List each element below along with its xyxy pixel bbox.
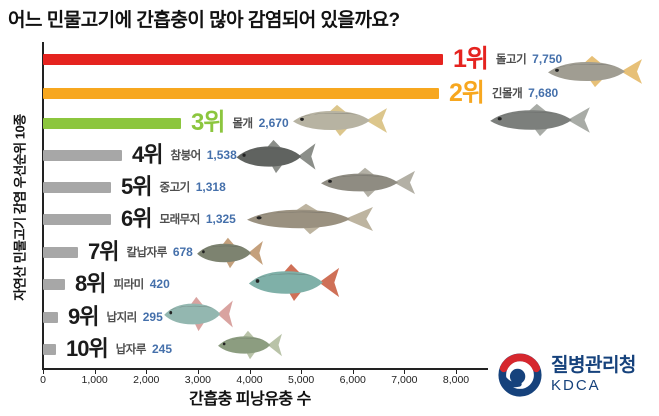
fish-photo-rank-5: [318, 167, 418, 198]
fish-photo-rank-9: [162, 296, 235, 332]
fish-value-5: 1,318: [195, 180, 226, 194]
rank-row-7: 7위 칼납자루 678: [43, 238, 193, 266]
fish-illustration-icon: [247, 203, 373, 235]
x-tick-mark: [249, 370, 251, 374]
x-tick-label: 8,000: [442, 374, 470, 386]
bar-rank-7: [43, 246, 78, 258]
bar-rank-9: [43, 311, 58, 323]
x-tick-label: 3,000: [184, 374, 212, 386]
fish-illustration-icon: [236, 139, 316, 174]
bar-rank-3: [43, 117, 181, 129]
rank-7-label: 7위: [88, 239, 120, 264]
rank-row-8: 8위 피라미 420: [43, 270, 170, 298]
fish-value-6: 1,325: [205, 212, 236, 226]
fish-name-4: 참붕어: [170, 150, 201, 162]
fish-value-3: 2,670: [258, 116, 289, 130]
kdca-abbr: KDCA: [551, 376, 601, 394]
rank-row-4: 4위 참붕어 1,538: [43, 141, 237, 169]
x-tick-label: 5,000: [287, 374, 315, 386]
rank-8-label: 8위: [75, 271, 107, 296]
kdca-agency-name: 질병관리청: [551, 354, 636, 376]
rank-9-label: 9위: [68, 304, 100, 329]
rank-10-label: 10위: [66, 336, 109, 361]
rank-6-label: 6위: [121, 206, 153, 231]
bar-rank-2: [43, 87, 439, 99]
rank-row-3: 3위 몰개 2,670: [43, 109, 289, 137]
x-tick-label: 4,000: [236, 374, 263, 386]
fish-value-7: 678: [172, 245, 193, 259]
fish-photo-rank-6: [243, 203, 377, 235]
rank-row-9: 9위 납지리 295: [43, 303, 163, 331]
fish-illustration-icon: [197, 237, 263, 269]
fish-illustration-icon: [548, 55, 642, 88]
fish-name-9: 납지리: [106, 312, 137, 324]
rank-row-5: 5위 중고기 1,318: [43, 173, 226, 201]
fish-name-6: 모래무지: [159, 214, 200, 226]
fish-value-2: 7,680: [528, 86, 559, 100]
x-tick-mark: [404, 370, 406, 374]
x-axis-line: [42, 368, 488, 370]
rank-2-label: 2위: [449, 78, 485, 107]
bar-rank-8: [43, 278, 65, 290]
fish-name-5: 중고기: [159, 182, 190, 194]
bar-rank-6: [43, 213, 111, 225]
rank-3-label: 3위: [191, 109, 225, 136]
x-tick-label: 7,000: [391, 374, 418, 386]
x-tick-mark: [94, 370, 96, 374]
rank-5-label: 5위: [121, 174, 153, 199]
fish-photo-rank-7: [195, 237, 265, 269]
rank-1-label: 1위: [453, 44, 489, 73]
kdca-logo: 질병관리청 KDCA: [497, 352, 636, 398]
rank-row-6: 6위 모래무지 1,325: [43, 205, 236, 233]
rank-row-2: 2위 긴몰개 7,680: [43, 79, 558, 107]
x-tick-mark: [146, 370, 148, 374]
x-tick-mark: [43, 370, 44, 374]
fish-value-9: 295: [142, 310, 163, 324]
fish-name-2: 긴몰개: [491, 88, 523, 100]
fish-illustration-icon: [293, 104, 387, 137]
fish-illustration-icon: [164, 296, 233, 332]
fish-photo-rank-10: [216, 330, 284, 360]
fish-illustration-icon: [218, 330, 282, 360]
y-axis-line: [42, 42, 44, 369]
fish-name-3: 몰개: [232, 118, 253, 130]
x-axis-label: 간흡충 피낭유충 수: [189, 391, 311, 408]
x-tick-label: 1,000: [81, 374, 108, 386]
x-tick-mark: [456, 370, 457, 374]
fish-name-10: 납자루: [115, 344, 147, 356]
bar-rank-5: [43, 181, 111, 193]
fish-name-8: 피라미: [113, 279, 144, 291]
kdca-logo-text: 질병관리청 KDCA: [551, 354, 636, 394]
fish-illustration-icon: [248, 263, 340, 302]
x-tick-mark: [197, 370, 199, 374]
fish-name-1: 돌고기: [495, 54, 527, 66]
x-tick-label: 0: [40, 374, 46, 386]
rank-row-1: 1위 돌고기 7,750: [43, 45, 562, 73]
fish-photo-rank-3: [290, 104, 390, 137]
fish-value-8: 420: [149, 277, 170, 291]
fish-illustration-icon: [321, 167, 415, 198]
x-tick-mark: [352, 370, 354, 374]
bar-rank-10: [43, 343, 56, 355]
fish-photo-rank-4: [234, 139, 318, 174]
x-tick-label: 2,000: [133, 374, 160, 386]
kdca-taegeuk-icon: [498, 353, 542, 397]
fish-photo-rank-8: [246, 263, 342, 302]
y-axis-label: 자연산 민물고기 감염 우선순위 10종: [12, 114, 28, 301]
fish-photo-rank-2: [487, 103, 593, 137]
x-tick-label: 6,000: [339, 374, 366, 386]
x-tick-mark: [301, 370, 303, 374]
fish-photo-rank-1: [545, 55, 645, 88]
fish-value-4: 1,538: [206, 148, 237, 162]
fish-value-1: 7,750: [532, 52, 563, 66]
chart-title: 어느 민물고기에 간흡충이 많아 감염되어 있을까요?: [8, 10, 400, 31]
fish-value-10: 245: [151, 342, 172, 356]
fish-illustration-icon: [490, 103, 590, 137]
fish-name-7: 칼납자루: [126, 247, 167, 259]
bar-rank-4: [43, 149, 122, 161]
rank-row-10: 10위 납자루 245: [43, 335, 172, 363]
bar-rank-1: [43, 53, 443, 65]
rank-4-label: 4위: [132, 142, 164, 167]
